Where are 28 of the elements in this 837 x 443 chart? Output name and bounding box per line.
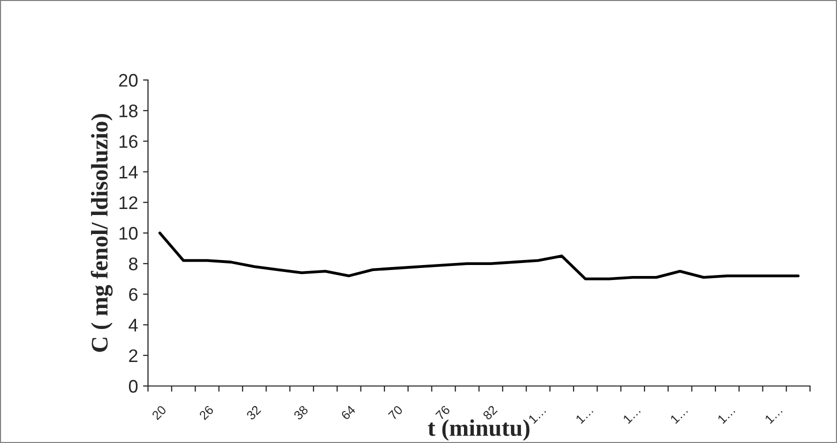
y-tick-label: 10: [120, 226, 138, 240]
x-tick-label: 20: [151, 404, 167, 420]
x-tick-label: 70: [388, 404, 404, 420]
y-tick-label: 0: [128, 380, 138, 393]
x-tick-label: 64: [340, 404, 356, 420]
line-series: [158, 232, 800, 280]
x-tick-label: 38: [293, 404, 309, 420]
y-tick-label: 6: [129, 288, 138, 301]
y-tick-label: 12: [120, 196, 138, 209]
x-axis-title: t (minutu): [428, 419, 530, 441]
y-tick-label: 20: [119, 74, 138, 87]
x-tick-label: 1…: [717, 406, 736, 424]
x-tick-label: 1…: [670, 406, 688, 424]
x-tick-label: 1…: [622, 406, 641, 424]
y-axis-title: C ( mg fenol/ ldisoluzio): [90, 114, 113, 352]
y-tick-label: 2: [129, 349, 138, 362]
y-tick-label: 14: [120, 166, 138, 178]
x-tick-label: 1…: [528, 406, 546, 424]
y-tick-label: 8: [129, 258, 138, 270]
x-tick-label: 26: [198, 404, 214, 420]
y-tick-label: 16: [120, 135, 138, 148]
x-tick-label: 82: [482, 405, 498, 420]
x-tick-label: 1…: [575, 406, 594, 424]
x-tick-label: 1…: [764, 406, 782, 424]
x-tick-label: 76: [435, 404, 450, 420]
x-tick-label: 32: [246, 405, 262, 420]
y-tick-label: 4: [128, 318, 138, 332]
y-tick-label: 18: [120, 104, 138, 118]
